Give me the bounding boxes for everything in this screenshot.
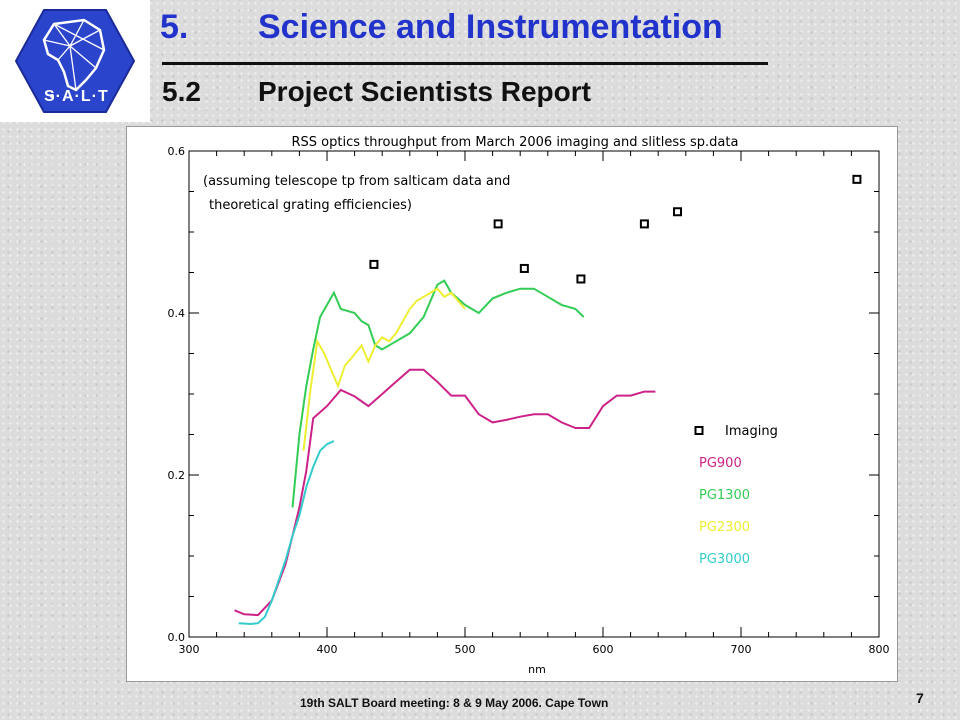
salt-logo: S·A·L·T [0, 0, 150, 122]
legend-label-imaging: Imaging [725, 424, 778, 439]
legend-label-pg3000: PG3000 [699, 552, 750, 567]
legend-label-pg1300: PG1300 [699, 488, 750, 503]
legend-label-pg2300: PG2300 [699, 520, 750, 535]
logo-text: S·A·L·T [44, 88, 109, 105]
section-title: 5. Science and Instrumentation [160, 8, 723, 47]
pg2300-line [302, 287, 466, 451]
imaging-point [369, 259, 379, 269]
chart-title: RSS optics throughput from March 2006 im… [292, 135, 739, 150]
plot-frame [188, 150, 880, 638]
chart-annotation-line2: theoretical grating efficiencies) [209, 198, 412, 213]
subsection-title: 5.2 Project Scientists Report [162, 76, 591, 108]
x-tick-label: 800 [869, 643, 890, 656]
title-rule [162, 62, 768, 65]
y-tick-label: 0.2 [168, 469, 186, 482]
x-tick-label: 500 [455, 643, 476, 656]
page-number: 7 [916, 690, 924, 706]
y-tick-label: 0.0 [168, 631, 186, 644]
pg900-line [234, 368, 656, 617]
x-tick-label: 600 [593, 643, 614, 656]
throughput-chart: RSS optics throughput from March 2006 im… [126, 126, 898, 682]
x-tick-label: 700 [731, 643, 752, 656]
axes-layer: 300 400 500 600 700 800 0.0 0.2 0.4 0.6 [168, 145, 890, 656]
salt-logo-icon [14, 9, 136, 113]
imaging-point [639, 219, 649, 229]
subsection-number: 5.2 [162, 76, 201, 107]
x-tick-label: 300 [179, 643, 200, 656]
footer-text: 19th SALT Board meeting: 8 & 9 May 2006.… [300, 696, 609, 710]
imaging-point [576, 274, 586, 284]
chart-annotation-line1: (assuming telescope tp from salticam dat… [203, 174, 510, 189]
pg3000-line [238, 440, 335, 626]
pg1300-line [291, 279, 585, 508]
legend-label-pg900: PG900 [699, 456, 742, 471]
imaging-point [852, 174, 862, 184]
legend-marker-imaging [694, 426, 704, 435]
y-tick-label: 0.6 [168, 145, 186, 158]
x-tick-label: 400 [317, 643, 338, 656]
imaging-point [673, 207, 683, 217]
y-tick-label: 0.4 [168, 307, 186, 320]
section-number: 5. [160, 8, 189, 46]
subsection-title-text: Project Scientists Report [258, 76, 591, 107]
series-layer [234, 174, 862, 626]
legend: Imaging PG900 PG1300 PG2300 PG3000 [694, 424, 778, 567]
throughput-chart-svg: RSS optics throughput from March 2006 im… [168, 135, 890, 676]
imaging-point [519, 263, 529, 273]
imaging-point [493, 219, 503, 229]
section-title-text: Science and Instrumentation [258, 8, 723, 46]
x-axis-label: nm [528, 663, 546, 676]
